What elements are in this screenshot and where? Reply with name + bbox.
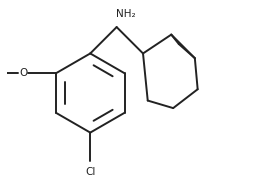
Text: O: O bbox=[19, 68, 27, 78]
Text: Cl: Cl bbox=[85, 167, 96, 177]
Text: NH₂: NH₂ bbox=[116, 9, 136, 19]
